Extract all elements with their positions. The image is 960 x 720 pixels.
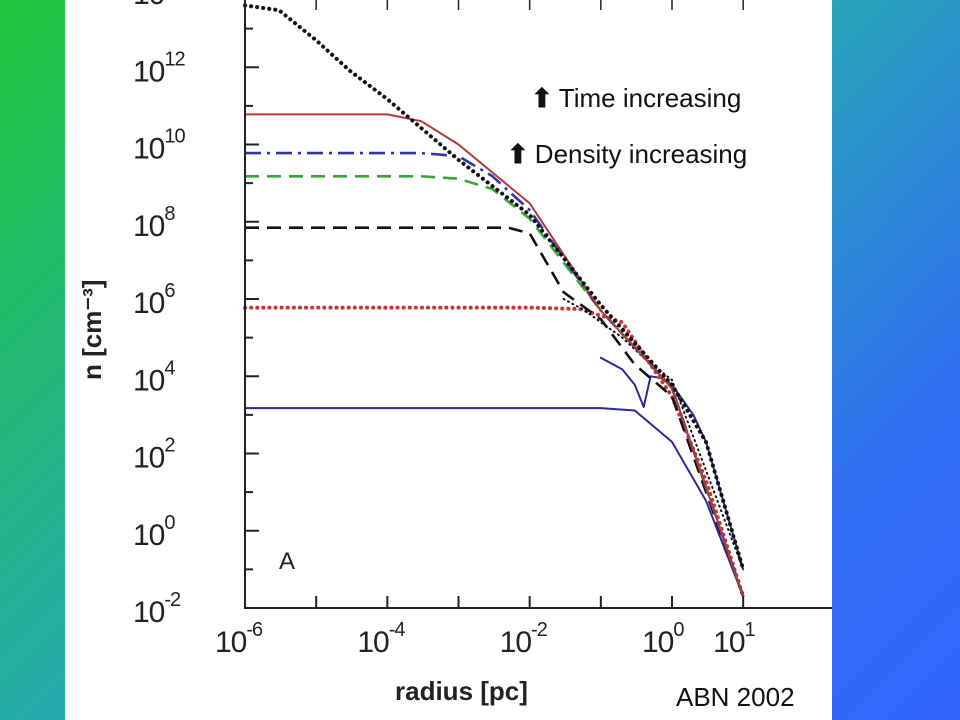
y-tick-label: 1012 xyxy=(133,48,185,88)
density-radius-plot: 10-2 100 102 104 106 108 1010 1012 1014 10-6 10-4 1… xyxy=(77,0,832,706)
series-line-6 xyxy=(245,175,745,597)
x-tick-label: 10-2 xyxy=(500,619,548,659)
tick-labels: 10-2 100 102 104 106 108 1010 1012 1014 10-6 10-4 1… xyxy=(133,0,757,659)
y-tick-label: 102 xyxy=(133,435,175,475)
y-tick-label: 104 xyxy=(133,357,175,397)
y-tick-label: 1010 xyxy=(133,126,185,166)
up-arrow-icon: ⬆ xyxy=(531,83,553,113)
series-line-7 xyxy=(245,151,745,597)
annotation-time-text: Time increasing xyxy=(558,83,742,113)
y-tick-label: 108 xyxy=(133,203,175,243)
panel-label: A xyxy=(279,548,296,575)
annotation-density-text: Density increasing xyxy=(534,139,748,169)
up-arrow-icon: ⬆ xyxy=(507,139,529,169)
annotation-time: ⬆ Time increasing xyxy=(531,83,741,114)
y-tick-label: 100 xyxy=(133,512,175,552)
x-axis-title: radius [pc] xyxy=(395,676,528,706)
axes-frame xyxy=(244,0,832,609)
y-tick-label: 1014 xyxy=(133,0,185,11)
series-line-9 xyxy=(243,3,746,572)
series-line-1 xyxy=(244,407,745,598)
annotation-density: ⬆ Density increasing xyxy=(507,139,747,170)
x-tick-label: 101 xyxy=(713,619,755,659)
x-tick-label: 10-4 xyxy=(357,619,405,659)
x-tick-label: 10-6 xyxy=(215,619,263,659)
series-line-2 xyxy=(599,356,745,571)
figure-panel: 10-2 100 102 104 106 108 1010 1012 1014 10-6 10-4 1… xyxy=(65,0,832,720)
series-line-4 xyxy=(562,298,745,571)
series-line-8 xyxy=(244,113,745,598)
y-tick-label: 10-2 xyxy=(133,589,181,629)
series-line-5 xyxy=(245,226,745,597)
series-layer xyxy=(243,3,746,599)
y-tick-label: 106 xyxy=(133,280,175,320)
series-line-3 xyxy=(243,305,746,599)
credit-label: ABN 2002 xyxy=(676,682,795,712)
x-tick-label: 100 xyxy=(642,619,684,659)
y-axis-title: n [cm⁻³] xyxy=(77,280,107,380)
